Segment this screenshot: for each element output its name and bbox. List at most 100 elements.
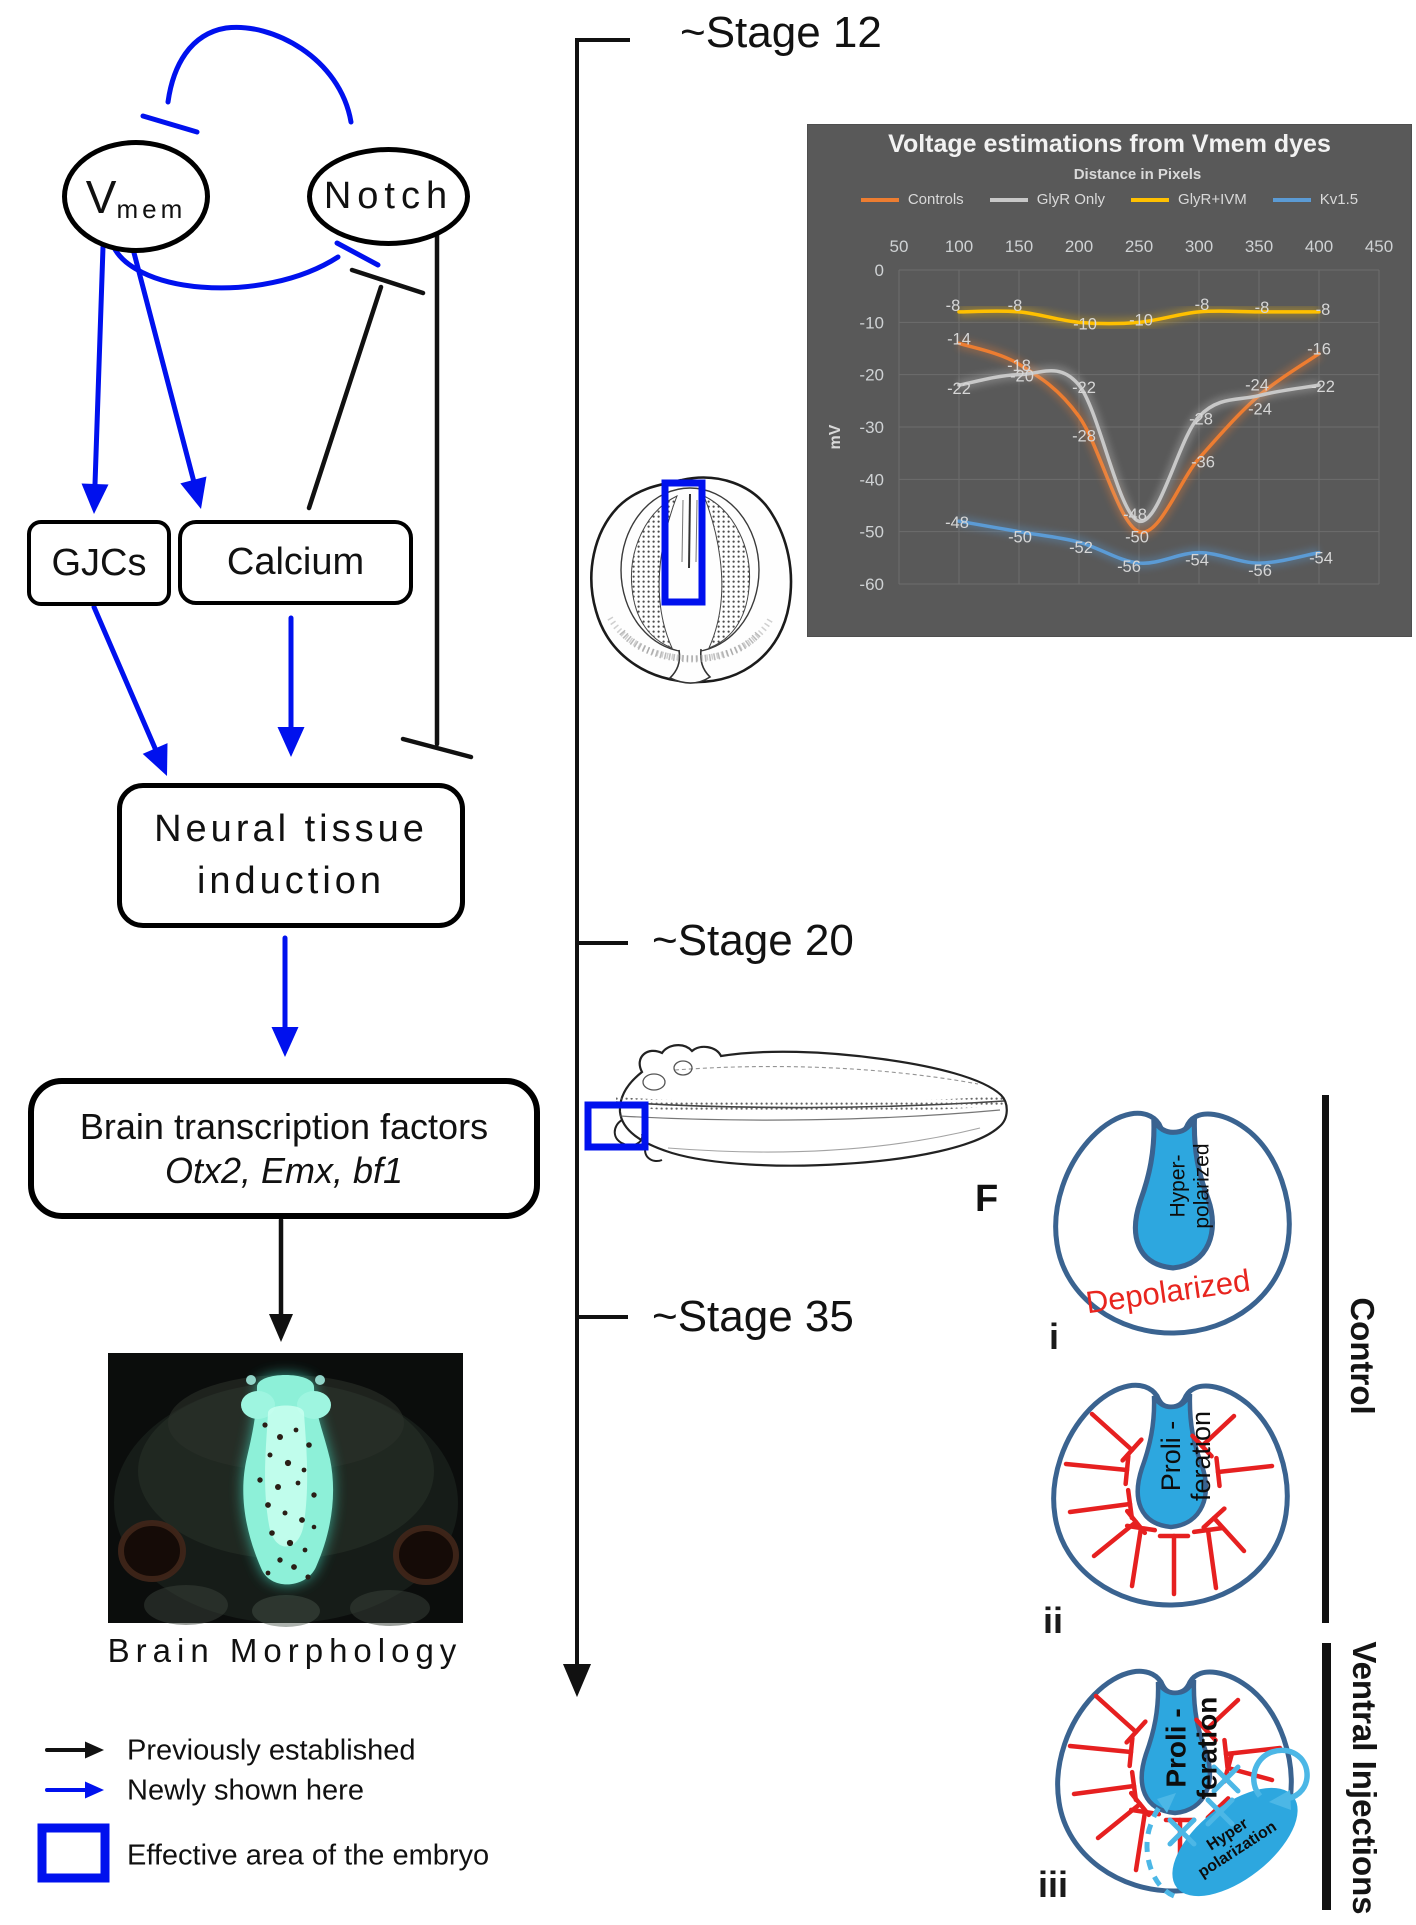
svg-text:-20: -20 [859,366,884,385]
stage12-embryo-sketch [590,476,793,684]
data-label: -52 [1069,539,1093,557]
effective-area-box-stage12 [661,479,706,606]
vmem-subscript: mem [116,194,187,224]
svg-text:-60: -60 [859,575,884,594]
key-effective-area: Effective area of the embryo [127,1839,490,1872]
effective-area-key-swatch [37,1823,110,1883]
node-notch: Notch [307,147,470,246]
legend-series-name: Controls [907,191,964,208]
svg-text:-40: -40 [859,470,884,489]
data-label: -54 [1185,552,1209,570]
panel-i-region-label: Hyper- polarized [1166,1143,1213,1229]
chart-legend-item: Controls [860,191,964,208]
neural-line1: Neural tissue [154,808,428,851]
block-x-marks [1167,1764,1241,1847]
pathway-edges [81,24,474,1342]
data-label: -8 [1195,296,1210,314]
data-label: -8 [946,297,961,315]
ventral-group-label: Ventral Injections [1346,1641,1383,1915]
notch-inhibits-vmem-arc [165,24,354,125]
chart-title: Voltage estimations from Vmem dyes [888,130,1331,158]
legend-series-name: GlyR Only [1036,191,1106,208]
panel-ii-index: ii [1043,1600,1064,1641]
control-group-label: Control [1344,1297,1381,1415]
timeline-axis [562,38,630,1698]
vmem-inhibits-notch-curve [108,237,341,291]
btf-line1: Brain transcription factors [79,1105,489,1147]
hyperpolarization-blob [1172,1787,1298,1897]
data-label: -54 [1309,550,1333,568]
svg-text:-10: -10 [859,313,884,332]
left-eye [121,1523,183,1579]
data-label: -8 [1255,299,1270,317]
svg-text:450: 450 [1365,237,1393,256]
svg-text:50: 50 [890,237,909,256]
node-brain-transcription-factors: Brain transcription factors Otx2, Emx, b… [28,1078,540,1219]
chart-legend-item: GlyR Only [989,191,1106,208]
control-group-bar [1322,1095,1329,1623]
stage20-label: ~Stage 20 [652,916,854,965]
data-label: -48 [1123,506,1147,524]
svg-text:200: 200 [1065,237,1093,256]
data-label: -8 [1008,297,1023,315]
data-label: -8 [1316,301,1331,319]
right-eye [396,1528,456,1582]
data-label: -56 [1117,558,1141,576]
svg-text:-50: -50 [859,523,884,542]
legend-line-swatch [1131,197,1170,202]
panel-ii-region-label: Proli - feration [1155,1410,1216,1502]
svg-text:0: 0 [875,261,884,280]
panel-iii-index: iii [1038,1864,1069,1905]
voltage-chart: Voltage estimations from Vmem dyes Dista… [807,124,1412,637]
svg-text:250: 250 [1125,237,1153,256]
data-label: -56 [1248,562,1272,580]
inhibition-tbars-ii [1063,1411,1275,1597]
panel-i-index: i [1049,1316,1060,1357]
data-label: -16 [1307,341,1331,359]
node-gjcs: GJCs [27,520,171,606]
data-label: -36 [1191,453,1215,471]
black-tbar-at-notch [349,267,426,296]
node-neural-induction: Neural tissue induction [117,783,465,928]
panel-ii-embryo [1054,1385,1288,1605]
chart-legend-item: Kv1.5 [1272,191,1359,208]
calcium-notch-inhibition-line [306,284,384,511]
effective-area-box-stage20 [584,1101,649,1151]
data-label: -50 [1125,529,1149,547]
legend-series-name: Kv1.5 [1319,191,1359,208]
btf-line2: Otx2, Emx, bf1 [164,1149,404,1191]
legend-line-swatch [1272,197,1311,202]
data-label: -10 [1073,315,1097,333]
stage12-label: ~Stage 12 [680,8,882,57]
key-newly-shown: Newly shown here [127,1774,364,1807]
data-label: -20 [1010,368,1034,386]
svg-text:350: 350 [1245,237,1273,256]
svg-text:-30: -30 [859,418,884,437]
legend-line-swatch [989,197,1028,202]
svg-text:mV: mV [827,424,844,449]
data-label: -24 [1248,401,1272,419]
chart-subtitle: Distance in Pixels [1073,166,1202,183]
panel-iii-region-label: Proli - feration [1160,1696,1223,1800]
svg-text:400: 400 [1305,237,1333,256]
brain-morphology-caption: Brain Morphology [107,1632,463,1669]
data-label: -22 [1072,379,1096,397]
data-label: -24 [1245,377,1269,395]
node-vmem: V mem [62,140,210,253]
legend-line-swatch [860,197,899,202]
chart-plot: 50 100 150 200 250 300 350 400 450 0 -10 -20 -30 -40 -… [827,237,1393,594]
vmem-label: V [85,170,117,223]
key-symbols [45,1741,104,1799]
pathway-arrows [81,244,305,1342]
ventral-group-bar [1322,1643,1331,1910]
brain-morphology-photo [108,1353,463,1627]
brain-speckles [257,1422,317,1580]
data-label: -10 [1129,311,1153,329]
panel-iii-embryo [1058,1671,1310,1899]
svg-text:100: 100 [945,237,973,256]
data-label: -50 [1008,529,1032,547]
tbar-at-vmem [140,113,200,135]
data-label: -14 [947,330,971,348]
